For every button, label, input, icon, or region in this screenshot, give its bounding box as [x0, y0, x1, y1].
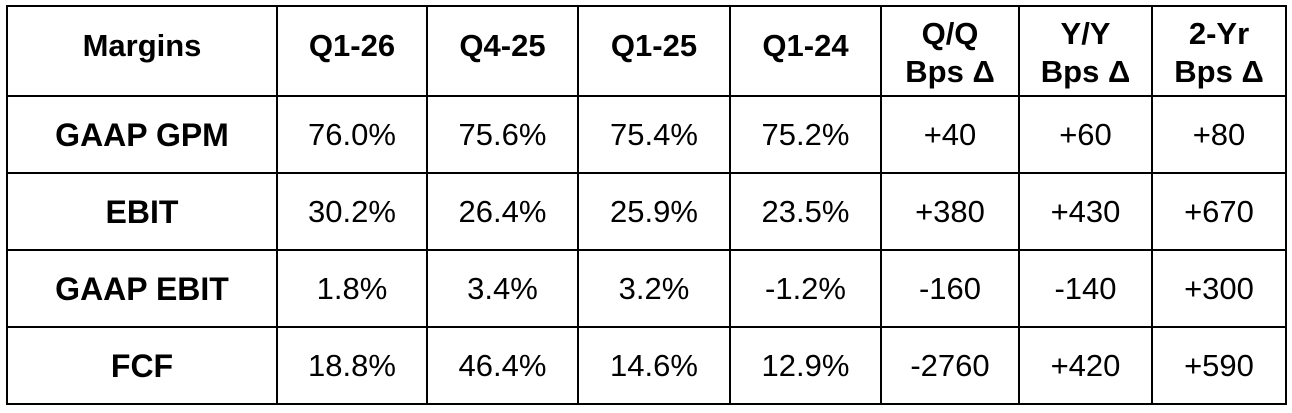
- table-cell: 46.4%: [426, 326, 579, 405]
- table-cell: 3.4%: [426, 249, 579, 328]
- table-row: GAAP EBIT 1.8% 3.4% 3.2% -1.2% -160 -140…: [6, 249, 1287, 328]
- table-cell: -140: [1018, 249, 1153, 328]
- row-label: EBIT: [6, 172, 278, 251]
- table-cell: +80: [1151, 95, 1287, 174]
- table-cell: 3.2%: [577, 249, 731, 328]
- column-header: Y/Y Bps Δ: [1018, 5, 1153, 97]
- column-header: Q1-24: [729, 5, 882, 97]
- table-cell: 26.4%: [426, 172, 579, 251]
- table-cell: +420: [1018, 326, 1153, 405]
- column-header-line2: Bps Δ: [1040, 54, 1131, 89]
- column-header: Q4-25: [426, 5, 579, 97]
- table-cell: +590: [1151, 326, 1287, 405]
- column-header-line2: Bps Δ: [1174, 54, 1264, 89]
- column-header-line2: Bps Δ: [905, 54, 995, 89]
- table-cell: -160: [880, 249, 1020, 328]
- table-cell: 25.9%: [577, 172, 731, 251]
- table-cell: 75.6%: [426, 95, 579, 174]
- table-cell: -1.2%: [729, 249, 882, 328]
- column-header: 2-Yr Bps Δ: [1151, 5, 1287, 97]
- table-cell: 14.6%: [577, 326, 731, 405]
- column-header: Q1-25: [577, 5, 731, 97]
- table-cell: 12.9%: [729, 326, 882, 405]
- table-row: EBIT 30.2% 26.4% 25.9% 23.5% +380 +430 +…: [6, 172, 1287, 251]
- header-row: Margins Q1-26 Q4-25 Q1-25 Q1-24 Q/Q Bps …: [6, 5, 1287, 97]
- margins-table: Margins Q1-26 Q4-25 Q1-25 Q1-24 Q/Q Bps …: [6, 5, 1287, 405]
- table-row: GAAP GPM 76.0% 75.6% 75.4% 75.2% +40 +60…: [6, 95, 1287, 174]
- table-cell: 18.8%: [276, 326, 428, 405]
- table-cell: +40: [880, 95, 1020, 174]
- table-cell: +60: [1018, 95, 1153, 174]
- table-cell: -2760: [880, 326, 1020, 405]
- column-header: Margins: [6, 5, 278, 97]
- table-cell: 75.2%: [729, 95, 882, 174]
- row-label: GAAP EBIT: [6, 249, 278, 328]
- column-header-line1: Q/Q: [921, 16, 979, 51]
- table-cell: +380: [880, 172, 1020, 251]
- table-cell: +430: [1018, 172, 1153, 251]
- table-cell: 23.5%: [729, 172, 882, 251]
- table-cell: +670: [1151, 172, 1287, 251]
- table-cell: +300: [1151, 249, 1287, 328]
- row-label: FCF: [6, 326, 278, 405]
- table-cell: 1.8%: [276, 249, 428, 328]
- column-header: Q1-26: [276, 5, 428, 97]
- table-cell: 76.0%: [276, 95, 428, 174]
- table-cell: 75.4%: [577, 95, 731, 174]
- column-header-line1: 2-Yr: [1188, 16, 1250, 51]
- table-cell: 30.2%: [276, 172, 428, 251]
- row-label: GAAP GPM: [6, 95, 278, 174]
- table-row: FCF 18.8% 46.4% 14.6% 12.9% -2760 +420 +…: [6, 326, 1287, 405]
- column-header-line1: Y/Y: [1060, 16, 1111, 51]
- column-header: Q/Q Bps Δ: [880, 5, 1020, 97]
